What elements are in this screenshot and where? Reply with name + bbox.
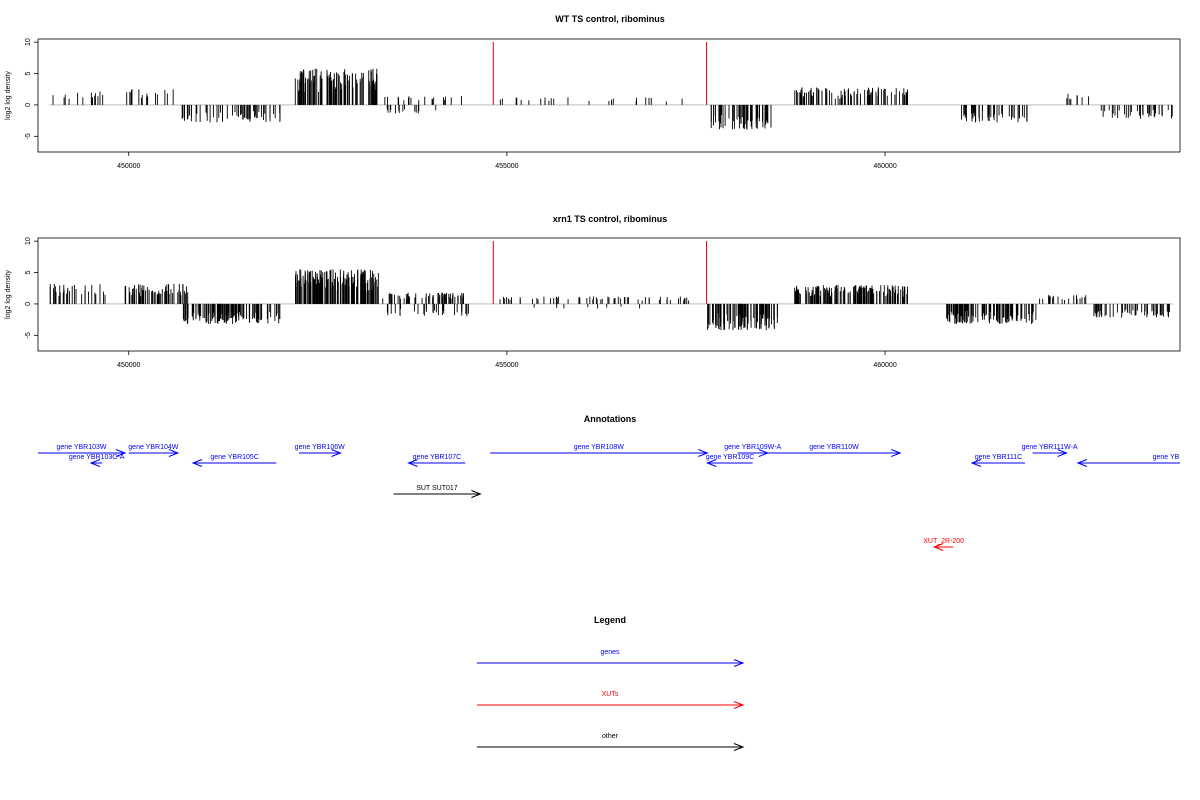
chart-title: WT TS control, ribominus <box>555 14 665 24</box>
y-tick-label: 10 <box>25 237 32 245</box>
feature-gene-ybr106w: gene YBR106W <box>295 444 345 457</box>
y-tick-label: 0 <box>25 103 32 107</box>
feature-gene-ybr105c: gene YBR105C <box>191 454 277 467</box>
feature-gene-ybr109w-a: gene YBR109W-A <box>724 444 781 457</box>
data-bars <box>52 68 1173 130</box>
feature-xut-2r-200: XUT_2R-200 <box>923 538 964 551</box>
feature-sut-sut017: SUT SUT017 <box>393 485 482 498</box>
arrow-head <box>331 449 342 457</box>
feature-label: gene YB <box>1153 454 1180 461</box>
feature-label: SUT SUT017 <box>416 485 458 492</box>
x-tick-label: 450000 <box>117 362 140 369</box>
x-tick-label: 460000 <box>873 163 896 170</box>
y-tick-label: 10 <box>25 38 32 46</box>
arrow-head <box>168 449 180 457</box>
feature-gene-ybr103c-a: gene YBR103C-A <box>69 454 125 467</box>
arrow-head <box>698 449 709 457</box>
y-axis-label: log2 log density <box>5 270 12 319</box>
annotations-title: Annotations <box>584 414 637 424</box>
legend: Legend genes XUTs other <box>477 615 745 751</box>
feature-label: gene YBR107C <box>413 454 462 461</box>
feature-gene-ybr107c: gene YBR107C <box>407 454 466 467</box>
y-tick-label: 5 <box>25 270 32 274</box>
feature-label: gene YBR111W-A <box>1022 444 1078 451</box>
feature-gene-ybr109c: gene YBR109C <box>705 454 755 467</box>
legend-label: genes <box>600 649 620 656</box>
legend-label: other <box>602 733 619 740</box>
chart-panel-2: xrn1 TS control, ribominus log2 log densi… <box>5 214 1181 369</box>
arrow-head <box>758 449 770 457</box>
feature-gene-ybr110w: gene YBR110W <box>767 444 902 457</box>
legend-item-other: other <box>477 733 745 751</box>
feature-label: gene YBR110W <box>809 444 859 451</box>
x-tick-label: 460000 <box>873 362 896 369</box>
y-tick-label: 5 <box>25 71 32 75</box>
chart-title: xrn1 TS control, ribominus <box>553 214 668 224</box>
arrow-head <box>932 543 944 551</box>
feature-label: gene YBR109W-A <box>724 444 781 451</box>
feature-gene-ybr111w-a: gene YBR111W-A <box>1022 444 1078 457</box>
plot-frame <box>37 38 1181 153</box>
arrow-head <box>733 659 745 667</box>
data-bars <box>49 269 1170 331</box>
x-tick-label: 455000 <box>495 163 518 170</box>
feature-label: gene YBR108W <box>574 444 624 451</box>
arrow-head <box>890 449 902 457</box>
feature-label: XUT_2R-200 <box>923 538 964 545</box>
feature-gene-ybr108w: gene YBR108W <box>490 444 709 457</box>
arrow-head <box>970 459 982 467</box>
feature-gene-ybr111c: gene YBR111C <box>970 454 1025 467</box>
arrow-head <box>1076 459 1088 467</box>
x-tick-label: 455000 <box>495 362 518 369</box>
feature-label: gene YBR105C <box>210 454 259 461</box>
chart-panel-1: WT TS control, ribominus log2 log density… <box>5 14 1181 170</box>
feature-label: gene YBR104W <box>128 444 178 451</box>
feature-label: gene YBR106W <box>295 444 345 451</box>
legend-label: XUTs <box>602 691 619 698</box>
arrow-head <box>705 459 717 467</box>
feature-gene-yb: gene YB <box>1076 454 1180 467</box>
feature-label: gene YBR111C <box>975 454 1022 461</box>
y-axis-label: log2 log density <box>5 71 12 120</box>
feature-gene-ybr104w: gene YBR104W <box>128 444 180 457</box>
arrow-head <box>471 490 482 498</box>
legend-item-genes: genes <box>477 649 745 667</box>
y-tick-label: -5 <box>25 133 32 139</box>
legend-item-xuts: XUTs <box>477 691 745 709</box>
arrow-head <box>1057 449 1068 457</box>
arrow-head <box>733 701 745 709</box>
arrow-head <box>191 459 203 467</box>
x-tick-label: 450000 <box>117 163 140 170</box>
arrow-head <box>115 449 127 457</box>
arrow-head <box>733 743 745 751</box>
legend-title: Legend <box>594 615 626 625</box>
plot-frame <box>37 237 1181 352</box>
y-tick-label: -5 <box>25 332 32 338</box>
arrow-head <box>407 459 418 467</box>
y-tick-label: 0 <box>25 302 32 306</box>
arrow-head <box>89 459 101 467</box>
feature-label: gene YBR103C-A <box>69 454 125 461</box>
feature-gene-ybr103w: gene YBR103W <box>38 444 127 457</box>
feature-label: gene YBR109C <box>706 454 755 461</box>
feature-label: gene YBR103W <box>56 444 106 451</box>
